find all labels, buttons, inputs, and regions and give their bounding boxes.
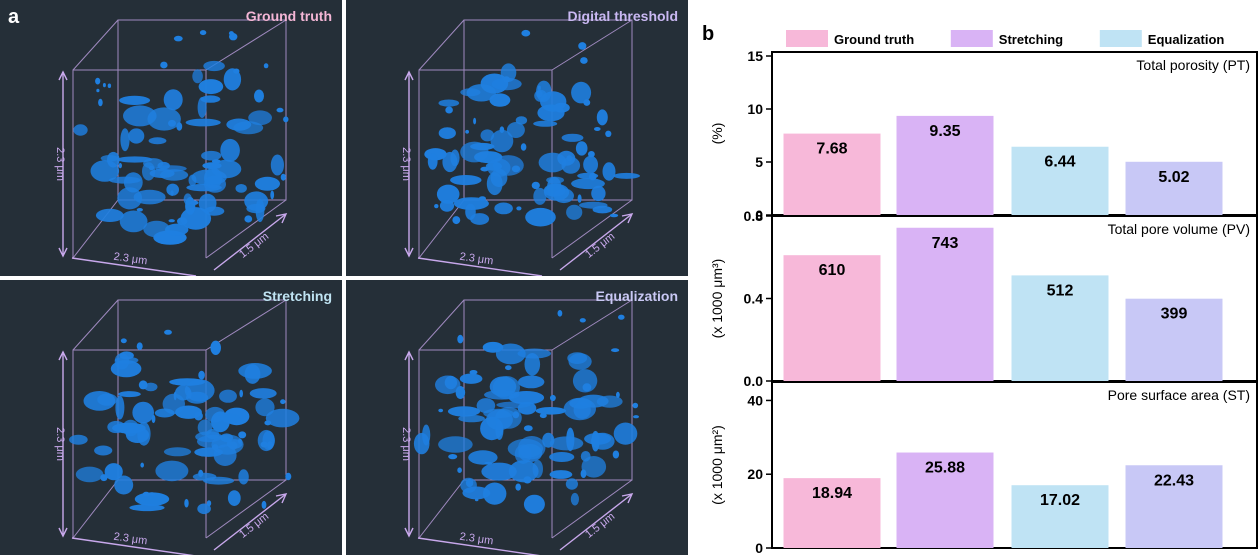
render-tile-stretching: 2.3 μm 2.3 μm 1.5 μm Stretching — [0, 280, 342, 555]
legend-label: Ground truth — [834, 32, 914, 47]
side-dimension-label: 2.3 μm — [54, 427, 66, 461]
bar-value-label: 512 — [1047, 282, 1074, 299]
y-tick-label: 0.4 — [744, 291, 764, 307]
panel-b-letter: b — [702, 23, 714, 45]
subplot-title: Total porosity (PT) — [1136, 57, 1250, 73]
bar — [1125, 298, 1223, 381]
bar — [896, 227, 994, 381]
y-axis-label: (x 1000 μm³) — [709, 259, 725, 339]
subplot-title: Pore surface area (ST) — [1108, 387, 1250, 403]
legend-swatch — [786, 30, 828, 47]
pore-network-render — [73, 30, 289, 245]
y-tick-label: 15 — [747, 48, 763, 64]
dimension-arrows — [404, 70, 634, 276]
y-tick-label: 10 — [747, 101, 763, 117]
depth-dimension-label: 1.5 μm — [583, 510, 617, 540]
legend-label: Stretching — [999, 32, 1063, 47]
bar-value-label: 5.02 — [1158, 169, 1189, 186]
bar-value-label: 25.88 — [925, 460, 965, 477]
render-tile-digital-threshold: 2.3 μm 2.3 μm 1.5 μm Digital threshold — [346, 0, 688, 276]
bar-value-label: 22.43 — [1154, 472, 1194, 489]
y-tick-label: 0.8 — [744, 208, 764, 224]
depth-dimension-label: 1.5 μm — [237, 510, 271, 540]
side-dimension-label: 2.3 μm — [54, 147, 66, 181]
depth-dimension-label: 1.5 μm — [583, 230, 617, 260]
subplot-title: Total pore volume (PV) — [1108, 221, 1250, 237]
tile-title: Equalization — [595, 288, 678, 304]
bar — [896, 452, 994, 548]
render-tile-ground-truth: 2.3 μm 2.3 μm 1.5 μm Ground truth — [0, 0, 342, 276]
subplot-1: 7.68 9.35 6.44 5.02 0 5 10 15 (%) Total porosity … — [709, 48, 1258, 223]
y-tick-label: 0.0 — [744, 373, 764, 389]
y-tick-label: 0 — [755, 540, 763, 555]
dimension-arrows — [58, 70, 288, 276]
bar-value-label: 399 — [1161, 306, 1188, 323]
panel-b: b Ground truthStretchingEqualizationDigi… — [690, 0, 1258, 555]
chart-legend: Ground truthStretchingEqualizationDigita… — [786, 30, 1225, 47]
tile-title: Ground truth — [245, 8, 332, 24]
bar-value-label: 9.35 — [929, 123, 960, 140]
pore-network-render — [424, 29, 640, 227]
y-tick-label: 40 — [747, 392, 763, 408]
bar — [1125, 161, 1223, 215]
chart-plots: 7.68 9.35 6.44 5.02 0 5 10 15 (%) Total porosity … — [709, 48, 1258, 555]
side-dimension-label: 2.3 μm — [400, 147, 412, 181]
bounding-box-frame — [72, 299, 287, 539]
bar — [783, 478, 881, 548]
bar-value-label: 18.94 — [812, 485, 852, 502]
dimension-arrows — [404, 350, 634, 555]
bar-value-label: 7.68 — [816, 141, 847, 158]
pore-network-render — [69, 329, 300, 515]
bottom-dimension-label: 2.3 μm — [113, 251, 148, 268]
panel-a: a 2.3 μm 2.3 μm 1.5 μm Ground truth 2.3 μm… — [0, 0, 688, 555]
bar-value-label: 6.44 — [1044, 154, 1075, 171]
subplot-3: 18.94 25.88 17.02 22.43 0 20 40 (x 1000 μm²) Por… — [709, 381, 1258, 555]
y-tick-label: 0 — [755, 207, 763, 223]
bar-value-label: 17.02 — [1040, 492, 1080, 509]
subplot-2: 610 743 512 399 0.0 0.4 0.8 (x 1000 μm³) Total p… — [709, 208, 1258, 389]
bar — [896, 115, 994, 215]
y-tick-label: 5 — [755, 154, 763, 170]
depth-dimension-label: 1.5 μm — [237, 230, 271, 260]
legend-label: Equalization — [1148, 32, 1225, 47]
dimension-arrows — [58, 350, 288, 555]
tile-title: Digital threshold — [567, 8, 678, 24]
side-dimension-label: 2.3 μm — [400, 427, 412, 461]
bar-chart: b Ground truthStretchingEqualizationDigi… — [702, 23, 1258, 555]
tile-title: Stretching — [262, 288, 332, 304]
legend-swatch — [950, 30, 993, 47]
bottom-dimension-label: 2.3 μm — [113, 531, 148, 548]
legend-swatch — [1099, 30, 1142, 47]
bar — [783, 255, 881, 381]
bar — [1125, 465, 1223, 548]
render-tile-equalization: 2.3 μm 2.3 μm 1.5 μm Equalization — [346, 280, 688, 555]
bar — [1011, 146, 1109, 215]
y-axis-label: (x 1000 μm²) — [709, 425, 725, 505]
y-axis-label: (%) — [709, 123, 725, 145]
bottom-dimension-label: 2.3 μm — [459, 531, 494, 548]
panel-a-letter: a — [8, 6, 20, 28]
bar — [783, 133, 881, 215]
pore-network-render — [413, 310, 639, 514]
y-tick-label: 20 — [747, 466, 763, 482]
bar-value-label: 743 — [932, 235, 959, 252]
bar — [1011, 485, 1109, 548]
bar — [1011, 275, 1109, 381]
bounding-box-frame — [418, 19, 633, 259]
bottom-dimension-label: 2.3 μm — [459, 251, 494, 268]
bar-value-label: 610 — [819, 262, 846, 279]
